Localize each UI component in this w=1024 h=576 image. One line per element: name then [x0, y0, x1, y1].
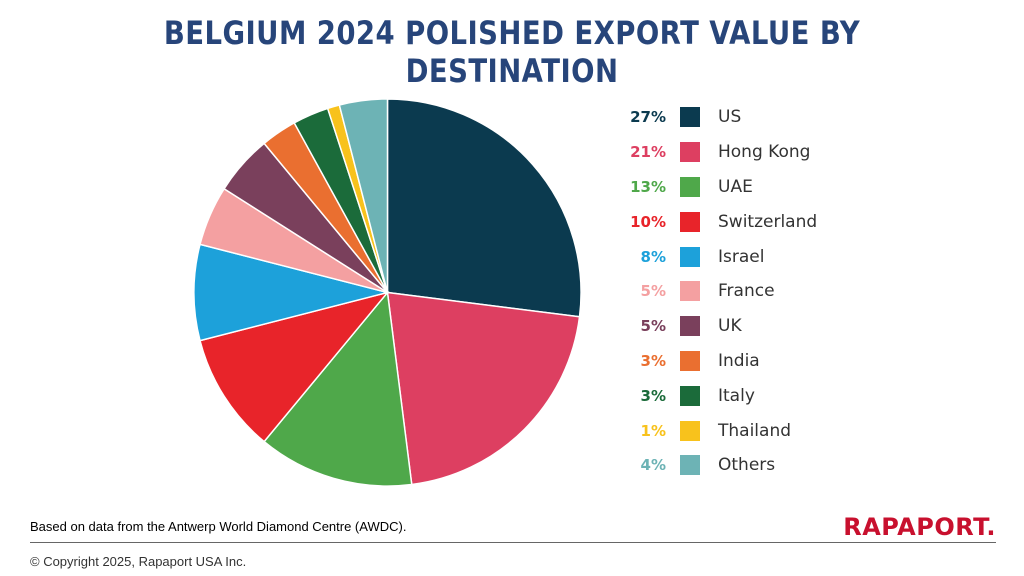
- legend-percent: 4%: [640, 456, 666, 475]
- legend-item-switzerland: 10% Switzerland: [630, 204, 890, 239]
- source-note: Based on data from the Antwerp World Dia…: [30, 519, 407, 534]
- legend-item-hong-kong: 21% Hong Kong: [630, 135, 890, 170]
- pie-slice-hong-kong: [386, 291, 581, 486]
- legend-item-india: 3% India: [630, 344, 890, 379]
- legend-item-uk: 5% UK: [630, 309, 890, 344]
- legend-swatch: [680, 455, 700, 476]
- legend-label: Israel: [718, 246, 765, 267]
- legend-item-italy: 3% Italy: [630, 378, 890, 413]
- legend-swatch: [680, 107, 700, 128]
- legend: 27% US 21% Hong Kong 13% UAE 10% Switzerland 8% I…: [630, 100, 890, 483]
- legend-swatch: [680, 385, 700, 406]
- copyright-text: © Copyright 2025, Rapaport USA Inc.: [30, 554, 247, 569]
- pie-slice-uae: [263, 290, 413, 487]
- legend-label: UAE: [718, 176, 753, 197]
- legend-item-france: 5% France: [630, 274, 890, 309]
- legend-item-israel: 8% Israel: [630, 239, 890, 274]
- legend-percent: 1%: [640, 421, 666, 440]
- legend-percent: 27%: [630, 108, 666, 127]
- legend-percent: 8%: [640, 247, 666, 266]
- legend-label: Others: [718, 455, 776, 476]
- legend-item-us: 27% US: [630, 100, 890, 135]
- legend-label: UK: [718, 316, 742, 337]
- legend-label: France: [718, 281, 775, 302]
- legend-percent: 3%: [640, 351, 666, 370]
- legend-percent: 5%: [640, 282, 666, 301]
- rapaport-logo: RAPAPORT.: [843, 513, 996, 541]
- legend-swatch: [680, 142, 700, 163]
- legend-swatch: [680, 246, 700, 267]
- legend-swatch: [680, 316, 700, 337]
- legend-label: Hong Kong: [718, 142, 811, 163]
- legend-item-thailand: 1% Thailand: [630, 413, 890, 448]
- legend-label: India: [718, 350, 760, 371]
- chart-title: BELGIUM 2024 POLISHED EXPORT VALUE BY DE…: [163, 14, 861, 90]
- pie-slice-others: [338, 98, 389, 293]
- pie-slice-switzerland: [199, 291, 390, 443]
- legend-item-uae: 13% UAE: [630, 170, 890, 205]
- legend-percent: 5%: [640, 317, 666, 336]
- legend-label: Switzerland: [718, 211, 818, 232]
- pie-chart: [193, 98, 582, 487]
- legend-percent: 3%: [640, 386, 666, 405]
- legend-label: US: [718, 107, 742, 128]
- legend-percent: 13%: [630, 177, 666, 196]
- legend-swatch: [680, 176, 700, 197]
- legend-label: Thailand: [718, 420, 792, 441]
- legend-label: Italy: [718, 385, 755, 406]
- legend-swatch: [680, 281, 700, 302]
- legend-percent: 21%: [630, 143, 666, 162]
- legend-swatch: [680, 350, 700, 371]
- legend-swatch: [680, 211, 700, 232]
- footer-divider: [30, 542, 996, 543]
- legend-swatch: [680, 420, 700, 441]
- legend-percent: 10%: [630, 212, 666, 231]
- legend-item-others: 4% Others: [630, 448, 890, 483]
- pie-slice-us: [386, 98, 582, 318]
- pie-slice-israel: [193, 243, 388, 342]
